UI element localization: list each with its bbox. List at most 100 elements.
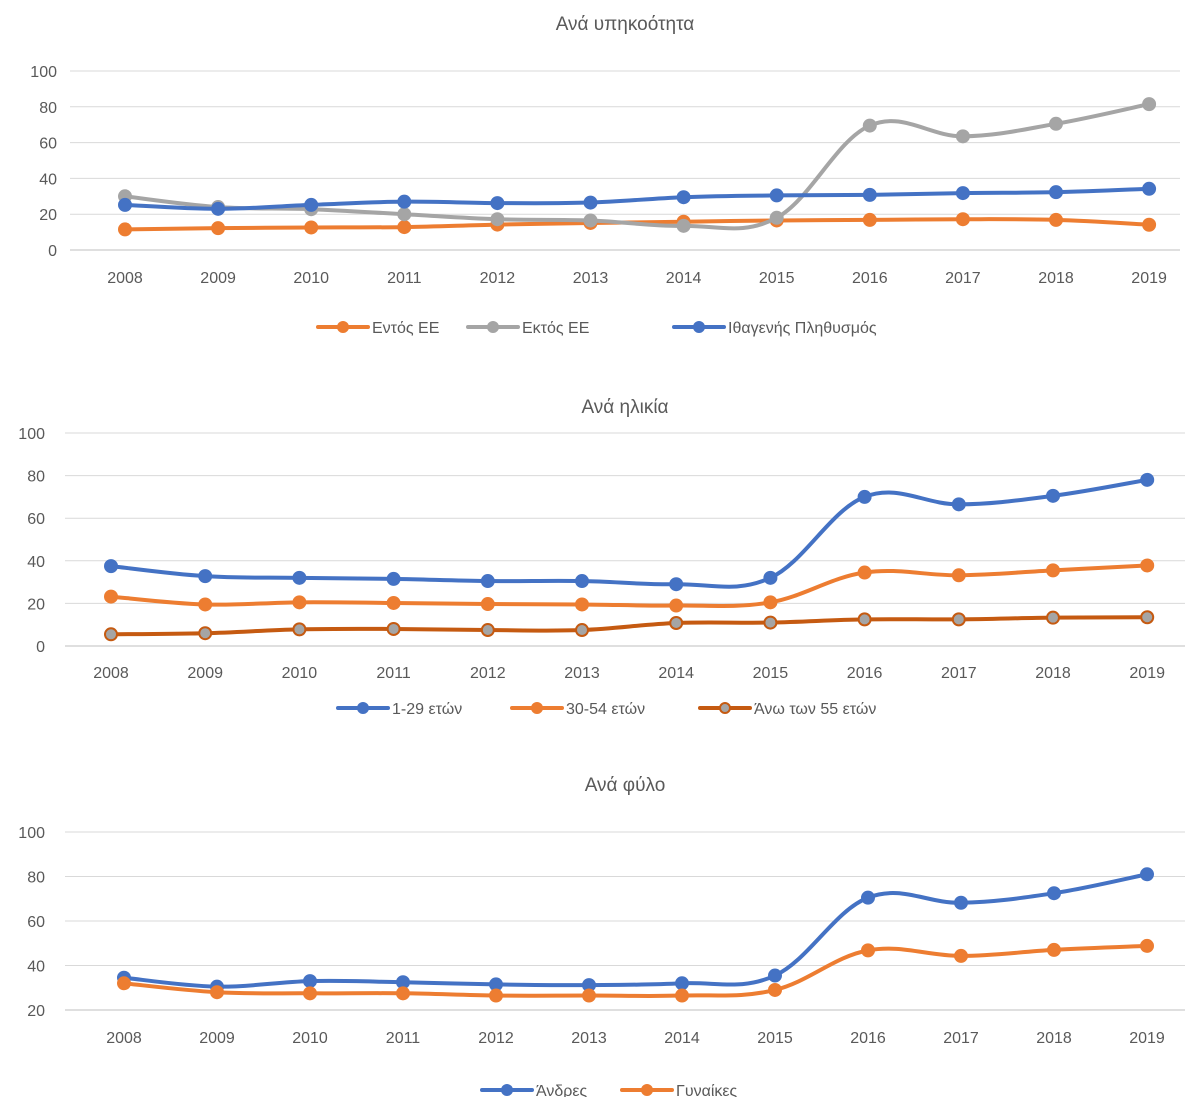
series-1-point <box>675 976 689 991</box>
x-tick-label: 2019 <box>1129 665 1165 682</box>
series-2-point <box>951 568 966 583</box>
x-tick-label: 2014 <box>666 270 702 287</box>
series-1-point <box>304 220 319 235</box>
legend-label: Άνω των 55 ετών <box>754 701 876 718</box>
x-tick-label: 2012 <box>470 665 506 682</box>
x-tick-label: 2009 <box>199 1030 235 1047</box>
y-tick-label: 80 <box>27 870 45 887</box>
series-3-point <box>1142 181 1157 196</box>
x-tick-label: 2009 <box>187 665 223 682</box>
series-line-3 <box>123 186 1152 211</box>
series-3-point <box>763 615 778 630</box>
series-2-point <box>862 118 877 133</box>
legend-marker <box>531 702 543 714</box>
y-tick-label: 0 <box>48 243 57 260</box>
series-3-point <box>198 626 213 641</box>
x-tick-label: 2019 <box>1131 270 1167 287</box>
y-tick-label: 60 <box>27 914 45 931</box>
series-1-point <box>1140 472 1155 487</box>
series-3-point <box>575 623 589 638</box>
x-tick-label: 2014 <box>658 665 694 682</box>
series-2-point <box>1047 942 1061 957</box>
series-3-point <box>386 621 401 636</box>
series-1-point <box>303 974 317 989</box>
y-tick-label: 40 <box>27 554 45 571</box>
series-2-point <box>763 595 778 610</box>
x-tick-label: 2010 <box>282 665 318 682</box>
y-tick-label: 20 <box>27 1003 45 1020</box>
x-tick-label: 2016 <box>850 1030 886 1047</box>
x-tick-label: 2011 <box>376 665 411 682</box>
series-2-point <box>857 565 872 580</box>
series-1-point <box>1142 217 1157 232</box>
series-3-point <box>955 186 970 201</box>
x-tick-label: 2012 <box>480 270 516 287</box>
legend-marker <box>357 702 369 714</box>
series-line-3 <box>109 615 1150 637</box>
x-tick-label: 2013 <box>571 1030 607 1047</box>
series-line-1 <box>122 872 1149 989</box>
series-1-point <box>1046 488 1060 503</box>
series-1-point <box>951 497 966 512</box>
series-line-2 <box>122 943 1149 998</box>
series-2-point <box>675 988 689 1003</box>
series-2-point <box>397 207 412 222</box>
x-tick-label: 2015 <box>759 270 795 287</box>
series-1-point <box>768 968 782 983</box>
x-tick-label: 2018 <box>1035 665 1071 682</box>
x-tick-label: 2010 <box>292 1030 328 1047</box>
legend-marker <box>719 702 731 714</box>
series-1-point <box>954 895 968 910</box>
series-2-point <box>1046 563 1060 578</box>
x-tick-label: 2015 <box>757 1030 793 1047</box>
x-tick-label: 2019 <box>1129 1030 1165 1047</box>
legend-label: Ιθαγενής Πληθυσμός <box>728 320 877 337</box>
series-2-point <box>480 597 495 612</box>
legend-label: 1-29 ετών <box>392 701 462 718</box>
y-tick-label: 100 <box>18 426 45 443</box>
series-1-point <box>198 569 213 584</box>
legend-label: Εκτός ΕΕ <box>522 320 589 337</box>
y-tick-label: 80 <box>27 469 45 486</box>
series-2-point <box>1142 97 1157 112</box>
series-3-point <box>1046 610 1060 625</box>
series-line-2 <box>109 563 1150 609</box>
x-tick-label: 2009 <box>200 270 236 287</box>
series-3-point <box>211 201 226 216</box>
x-tick-label: 2013 <box>564 665 600 682</box>
y-tick-label: 80 <box>39 100 57 117</box>
chart-2: Ανά ηλικία 0 20 40 60 80 100 2008 2009 2010 2011 20… <box>18 397 1185 718</box>
series-2-point <box>575 597 589 612</box>
series-3-point <box>118 197 132 212</box>
series-1-point <box>763 570 778 585</box>
series-1-point <box>1140 867 1154 882</box>
series-2-point <box>396 986 410 1001</box>
series-1-point <box>386 571 401 586</box>
series-3-point <box>769 188 784 203</box>
series-3-point <box>1049 185 1063 200</box>
series-3-point <box>104 627 118 642</box>
series-1-point <box>104 559 118 574</box>
chart-title: Ανά φύλο <box>585 775 666 796</box>
series-3-point <box>951 612 966 627</box>
series-2-point <box>117 976 131 991</box>
x-tick-label: 2015 <box>753 665 789 682</box>
series-2-point <box>303 986 317 1001</box>
series-1-point <box>292 570 307 585</box>
x-tick-label: 2016 <box>852 270 888 287</box>
series-3-point <box>304 197 319 212</box>
series-2-point <box>489 988 503 1003</box>
series-3-point <box>583 195 598 210</box>
x-tick-label: 2017 <box>943 1030 979 1047</box>
series-1-point <box>955 212 970 227</box>
series-1-point <box>397 220 412 235</box>
series-2-point <box>386 595 401 610</box>
series-2-point <box>1049 116 1063 131</box>
series-2-point <box>769 210 784 225</box>
series-line-2 <box>123 102 1152 231</box>
x-tick-label: 2008 <box>107 270 143 287</box>
x-tick-label: 2016 <box>847 665 883 682</box>
y-tick-label: 20 <box>27 596 45 613</box>
